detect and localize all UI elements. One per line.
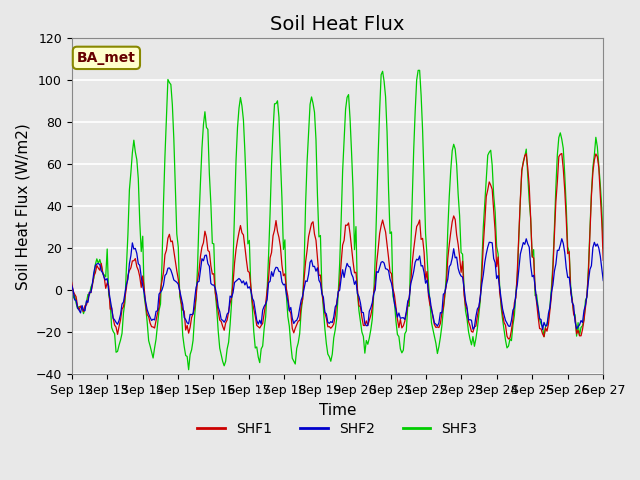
SHF1 <box>68 279 76 285</box>
SHF1 <box>505 336 513 342</box>
SHF2 <box>133 251 141 256</box>
SHF1 <box>244 268 252 274</box>
SHF1 <box>300 276 308 281</box>
SHF3 <box>416 68 424 73</box>
SHF1 <box>227 300 234 306</box>
X-axis label: Time: Time <box>319 403 356 418</box>
Line: SHF3: SHF3 <box>72 71 604 370</box>
SHF3 <box>133 157 141 163</box>
SHF1 <box>558 151 566 156</box>
SHF2 <box>558 236 566 241</box>
SHF2 <box>573 326 580 332</box>
Line: SHF2: SHF2 <box>72 239 604 330</box>
SHF1 <box>253 323 260 328</box>
SHF2 <box>227 293 234 299</box>
SHF3 <box>68 279 76 285</box>
SHF3 <box>302 200 310 206</box>
SHF2 <box>253 317 260 323</box>
Title: Soil Heat Flux: Soil Heat Flux <box>270 15 404 34</box>
SHF3 <box>228 300 236 305</box>
Line: SHF1: SHF1 <box>72 154 604 339</box>
Legend: SHF1, SHF2, SHF3: SHF1, SHF2, SHF3 <box>192 416 483 442</box>
SHF1 <box>573 331 580 336</box>
SHF2 <box>539 327 547 333</box>
Text: BA_met: BA_met <box>77 51 136 65</box>
SHF1 <box>600 257 607 263</box>
SHF3 <box>254 354 262 360</box>
SHF2 <box>600 277 607 283</box>
SHF1 <box>133 264 141 270</box>
SHF2 <box>68 282 76 288</box>
Y-axis label: Soil Heat Flux (W/m2): Soil Heat Flux (W/m2) <box>15 123 30 290</box>
SHF2 <box>300 286 308 291</box>
SHF3 <box>185 367 193 372</box>
SHF3 <box>600 245 607 251</box>
SHF2 <box>244 285 252 291</box>
SHF3 <box>246 238 253 243</box>
SHF3 <box>573 333 580 339</box>
